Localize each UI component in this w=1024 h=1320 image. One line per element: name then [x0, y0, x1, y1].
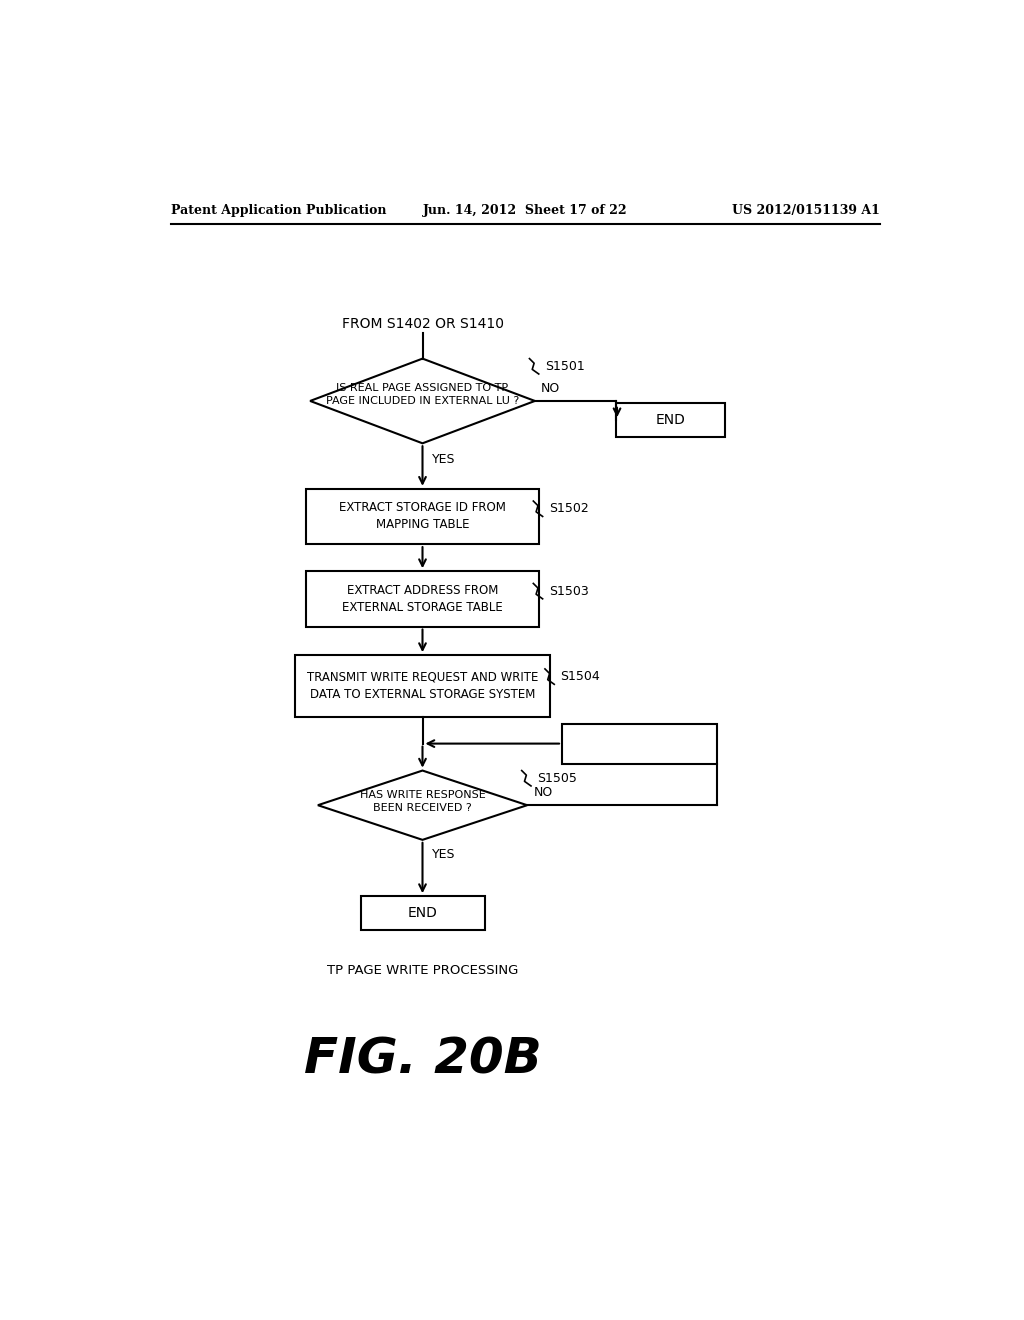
Text: Patent Application Publication: Patent Application Publication: [171, 205, 386, 218]
Text: TRANSMIT WRITE REQUEST AND WRITE
DATA TO EXTERNAL STORAGE SYSTEM: TRANSMIT WRITE REQUEST AND WRITE DATA TO…: [307, 671, 539, 701]
Bar: [562, 723, 717, 763]
Text: END: END: [408, 906, 437, 920]
Text: NO: NO: [534, 785, 553, 799]
Text: S1505: S1505: [538, 772, 578, 785]
Text: TP PAGE WRITE PROCESSING: TP PAGE WRITE PROCESSING: [327, 964, 518, 977]
Text: S1502: S1502: [549, 502, 589, 515]
Text: EXTRACT ADDRESS FROM
EXTERNAL STORAGE TABLE: EXTRACT ADDRESS FROM EXTERNAL STORAGE TA…: [342, 583, 503, 614]
Text: FROM S1402 OR S1410: FROM S1402 OR S1410: [341, 317, 504, 331]
Bar: [295, 655, 550, 717]
Text: IS REAL PAGE ASSIGNED TO TP
PAGE INCLUDED IN EXTERNAL LU ?: IS REAL PAGE ASSIGNED TO TP PAGE INCLUDE…: [326, 383, 519, 407]
Text: HAS WRITE RESPONSE
BEEN RECEIVED ?: HAS WRITE RESPONSE BEEN RECEIVED ?: [359, 789, 485, 813]
Text: S1504: S1504: [560, 671, 600, 684]
Bar: [306, 572, 539, 627]
Polygon shape: [317, 771, 527, 840]
Text: YES: YES: [432, 847, 456, 861]
Text: EXTRACT STORAGE ID FROM
MAPPING TABLE: EXTRACT STORAGE ID FROM MAPPING TABLE: [339, 502, 506, 532]
Text: FIG. 20B: FIG. 20B: [304, 1035, 542, 1084]
Bar: [360, 896, 484, 929]
Bar: [616, 404, 725, 437]
Bar: [306, 488, 539, 544]
Text: S1503: S1503: [549, 585, 589, 598]
Text: YES: YES: [432, 453, 456, 466]
Text: END: END: [655, 413, 685, 428]
Polygon shape: [310, 359, 535, 444]
Text: US 2012/0151139 A1: US 2012/0151139 A1: [732, 205, 880, 218]
Text: NO: NO: [541, 381, 560, 395]
Text: S1501: S1501: [545, 360, 585, 372]
Text: Jun. 14, 2012  Sheet 17 of 22: Jun. 14, 2012 Sheet 17 of 22: [423, 205, 627, 218]
